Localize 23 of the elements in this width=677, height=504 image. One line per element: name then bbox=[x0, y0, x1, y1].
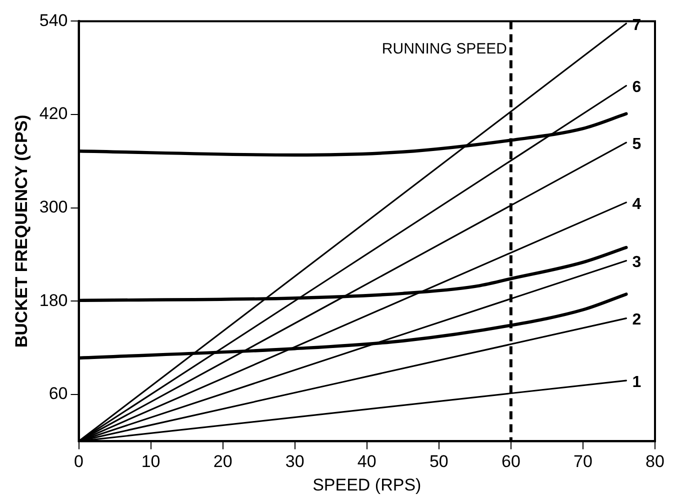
x-tick-label: 10 bbox=[141, 452, 160, 472]
y-tick-label: 540 bbox=[39, 10, 68, 30]
x-tick-label: 80 bbox=[646, 452, 664, 472]
series-label: 4 bbox=[632, 196, 642, 213]
y-axis-title: BUCKET FREQUENCY (CPS) bbox=[12, 114, 31, 348]
series-label: 1 bbox=[632, 374, 642, 391]
x-tick-label: 60 bbox=[501, 452, 520, 472]
series-label: 3 bbox=[632, 254, 642, 272]
y-tick-label: 60 bbox=[48, 384, 68, 404]
ref-line-label: RUNNING SPEED bbox=[382, 40, 508, 58]
x-tick-label: 0 bbox=[74, 452, 84, 472]
x-tick-label: 50 bbox=[429, 452, 448, 472]
y-tick-label: 180 bbox=[39, 290, 68, 310]
series-label: 2 bbox=[632, 312, 642, 329]
x-tick-label: 70 bbox=[574, 452, 592, 472]
x-tick-label: 40 bbox=[357, 452, 376, 472]
series-label: 6 bbox=[632, 79, 642, 96]
series-label: 5 bbox=[632, 136, 642, 153]
y-tick-label: 300 bbox=[39, 198, 68, 217]
x-tick-label: 30 bbox=[285, 452, 304, 472]
x-tick-label: 20 bbox=[213, 452, 232, 472]
x-axis-title: SPEED (RPS) bbox=[312, 475, 422, 494]
y-tick-label: 420 bbox=[39, 104, 68, 124]
